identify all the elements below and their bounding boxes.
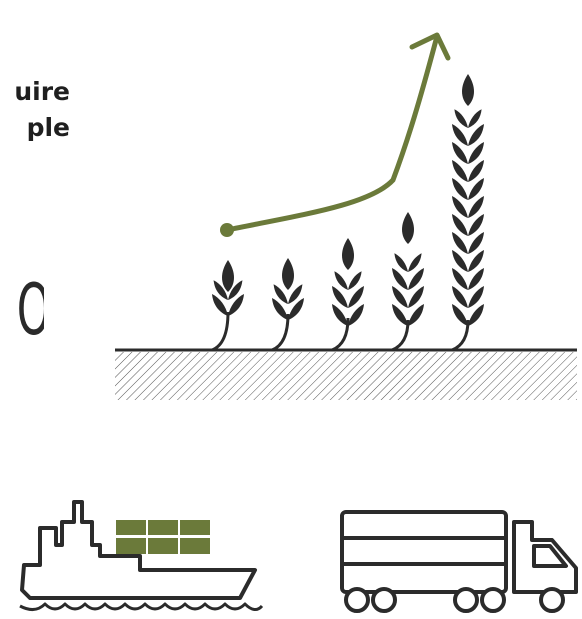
ground <box>115 348 577 400</box>
cargo-ship-icon <box>19 500 264 611</box>
wheat-stalk-icon <box>331 238 364 352</box>
wheat-stalk-icon <box>391 212 424 352</box>
big-word: ON <box>17 270 44 350</box>
headline-text: uire ple <box>0 74 70 146</box>
headline-line-2: ple <box>26 113 70 142</box>
wheat-stalk-icon <box>271 258 304 352</box>
headline-line-1: uire <box>14 77 70 106</box>
wheat-stalk-icon <box>451 74 484 352</box>
truck-icon <box>340 510 578 613</box>
wheat-stalk-icon <box>211 260 244 352</box>
growth-arrow-icon <box>220 32 451 237</box>
